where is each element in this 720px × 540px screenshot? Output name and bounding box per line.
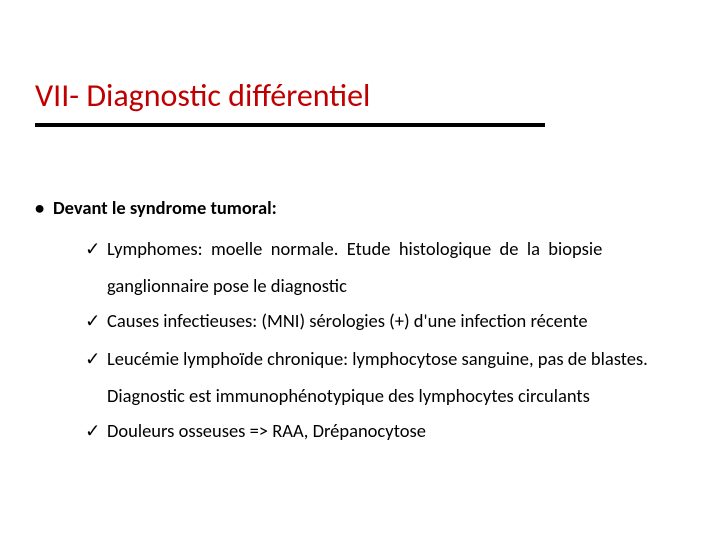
body-content: •Devant le syndrome tumoral: ✓Lymphomes:…: [35, 190, 685, 450]
list-item-text: Douleurs osseuses => RAA, Drépanocytose: [107, 419, 426, 442]
list-item-continuation: ganglionnaire pose le diagnostic: [107, 268, 685, 303]
section-heading-text: Devant le syndrome tumoral:: [53, 196, 277, 219]
list-item-continuation: Diagnostic est immunophénotypique des ly…: [107, 378, 685, 413]
check-icon: ✓: [85, 303, 107, 338]
list-item: ✓Lymphomes: moelle normale. Etude histol…: [85, 231, 685, 266]
list-item-text: Leucémie lymphoïde chronique: lymphocyto…: [107, 347, 648, 370]
title-block: VII- Diagnostic différentiel: [35, 78, 545, 127]
list-item-text: Lymphomes: moelle normale. Etude histolo…: [107, 237, 602, 260]
check-icon: ✓: [85, 413, 107, 448]
section-heading: •Devant le syndrome tumoral:: [35, 190, 685, 225]
check-icon: ✓: [85, 231, 107, 266]
title-underline: [35, 123, 545, 127]
list-item: ✓Causes infectieuses: (MNI) sérologies (…: [85, 303, 685, 338]
bullet-icon: •: [35, 190, 53, 225]
list-item: ✓Douleurs osseuses => RAA, Drépanocytose: [85, 413, 685, 448]
slide-title: VII- Diagnostic différentiel: [35, 78, 545, 113]
check-icon: ✓: [85, 341, 107, 376]
list-item-text: Causes infectieuses: (MNI) sérologies (+…: [107, 309, 588, 332]
list-item: ✓Leucémie lymphoïde chronique: lymphocyt…: [85, 341, 685, 376]
slide: VII- Diagnostic différentiel •Devant le …: [0, 0, 720, 540]
